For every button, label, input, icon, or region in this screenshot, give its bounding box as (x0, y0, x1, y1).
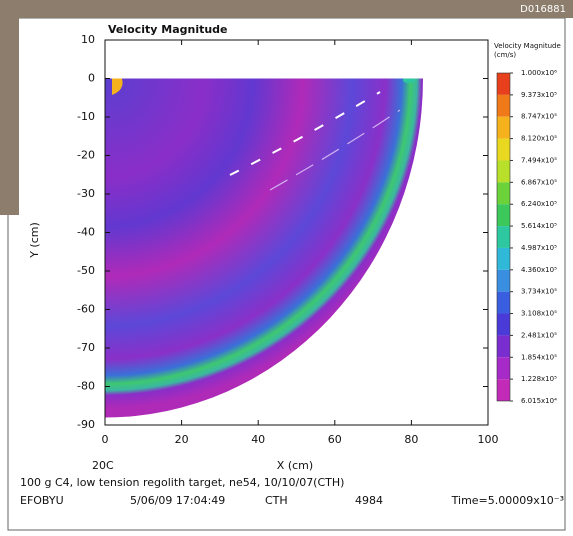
y-tick-label: -10 (77, 110, 95, 123)
y-tick-label: -70 (77, 341, 95, 354)
y-tick-label: -20 (77, 149, 95, 162)
colorbar-swatch (497, 73, 510, 95)
colorbar-swatch (497, 269, 510, 292)
chart-title: Velocity Magnitude (108, 23, 228, 36)
footer-line: 100 g C4, low tension regolith target, n… (20, 476, 344, 489)
colorbar-tick-label: 9.373x10⁵ (521, 91, 557, 99)
colorbar-swatch (497, 138, 510, 161)
x-tick-label: 60 (328, 433, 342, 446)
colorbar-swatch (497, 247, 510, 270)
colorbar-swatch (497, 379, 510, 401)
streak (269, 109, 401, 191)
colorbar-tick-label: 8.747x10⁵ (521, 113, 557, 121)
footer-field: 4984 (355, 494, 383, 507)
footer-field: Time=5.00009x10⁻³ (451, 494, 564, 507)
x-tick-label: 80 (404, 433, 418, 446)
x-tick-label: 20 (175, 433, 189, 446)
footer-code: 20C (92, 459, 114, 472)
colorbar-tick-label: 2.481x10⁵ (521, 331, 557, 339)
colorbar-swatch (497, 357, 510, 380)
colorbar-swatch (497, 291, 510, 314)
colorbar-swatch (497, 160, 510, 183)
colorbar-frame (496, 72, 511, 402)
colorbar-title: Velocity Magnitude (494, 42, 561, 50)
y-tick-label: -60 (77, 303, 95, 316)
colorbar-tick-label: 4.360x10⁵ (521, 266, 557, 274)
x-axis-label: X (cm) (277, 459, 313, 472)
hot-region (112, 78, 123, 95)
colorbar-swatch (497, 182, 510, 205)
side-band (0, 0, 19, 215)
colorbar-tick-label: 3.108x10⁵ (521, 310, 557, 318)
x-tick-label: 0 (102, 433, 109, 446)
y-axis-label: Y (cm) (28, 222, 41, 259)
colorbar-tick-label: 1.854x10⁵ (521, 353, 557, 361)
y-tick-label: -40 (77, 226, 95, 239)
colorbar-swatch (497, 335, 510, 358)
colorbar-tick-label: 1.228x10⁵ (521, 375, 557, 383)
colorbar-tick-label: 4.987x10⁵ (521, 244, 557, 252)
colorbar-tick-label: 6.015x10⁴ (521, 397, 557, 405)
y-tick-label: -30 (77, 187, 95, 200)
x-tick-label: 100 (478, 433, 499, 446)
field (105, 78, 423, 418)
colorbar-tick-label: 7.494x10⁵ (521, 156, 557, 164)
colorbar-tick-label: 5.614x10⁵ (521, 222, 557, 230)
colorbar-tick-label: 8.120x10⁵ (521, 135, 557, 143)
y-tick-label: -50 (77, 264, 95, 277)
footer-field: EFOBYU (20, 494, 64, 507)
field-region (105, 78, 423, 418)
spot (403, 78, 415, 83)
y-tick-label: -80 (77, 380, 95, 393)
colorbar-title: (cm/s) (494, 51, 516, 59)
y-tick-label: 10 (81, 33, 95, 46)
doc-id: D016881 (520, 4, 566, 15)
y-tick-label: -90 (77, 418, 95, 431)
streak (229, 91, 381, 176)
header-band (0, 0, 573, 18)
colorbar-tick-label: 3.734x10⁵ (521, 288, 557, 296)
colorbar-swatch (497, 226, 510, 248)
colorbar-swatch (497, 116, 510, 139)
colorbar-tick-label: 6.867x10⁵ (521, 178, 557, 186)
colorbar-tick-label: 1.000x10⁶ (521, 69, 557, 77)
y-tick-label: 0 (88, 72, 95, 85)
x-tick-label: 40 (251, 433, 265, 446)
colorbar-swatch (497, 204, 510, 227)
colorbar-swatch (497, 94, 510, 117)
colorbar-swatch (497, 313, 510, 336)
colorbar-tick-label: 6.240x10⁵ (521, 200, 557, 208)
footer-field: 5/06/09 17:04:49 (130, 494, 225, 507)
footer-field: CTH (265, 494, 288, 507)
